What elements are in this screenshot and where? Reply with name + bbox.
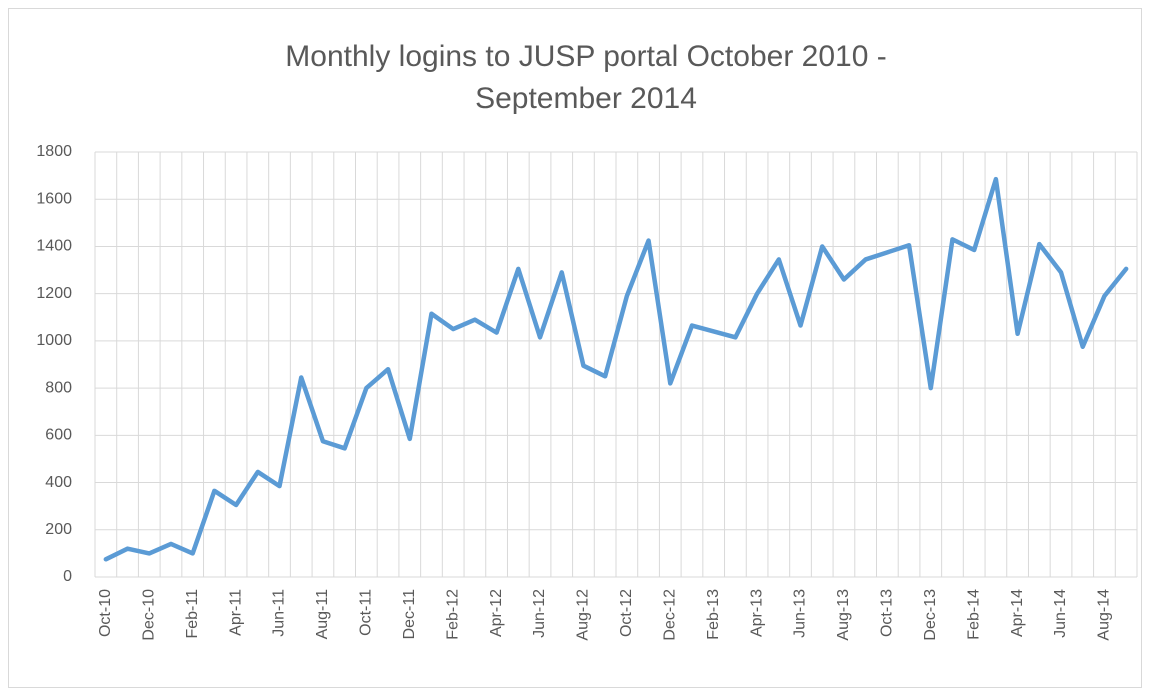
x-tick-label: Dec-13 [922, 589, 939, 641]
y-tick-label: 1000 [36, 332, 72, 349]
y-tick-label: 800 [45, 379, 72, 396]
y-tick-label: 600 [45, 427, 72, 444]
x-tick-label: Jun-12 [531, 589, 548, 638]
y-tick-label: 1400 [36, 238, 72, 255]
x-tick-label: Aug-11 [314, 589, 331, 640]
x-tick-label: Feb-12 [444, 589, 461, 640]
x-tick-label: Oct-10 [97, 589, 114, 637]
x-tick-label: Apr-11 [227, 589, 244, 636]
x-tick-label: Jun-14 [1052, 589, 1069, 638]
x-tick-label: Feb-13 [705, 589, 722, 640]
y-tick-label: 200 [45, 521, 72, 538]
y-tick-label: 1200 [36, 285, 72, 302]
x-tick-label: Apr-12 [488, 589, 505, 637]
x-tick-label: Aug-14 [1096, 589, 1113, 641]
x-tick-label: Apr-13 [748, 589, 765, 637]
y-tick-label: 1800 [36, 143, 72, 160]
x-tick-label: Oct-12 [618, 589, 635, 637]
x-tick-label: Oct-13 [879, 589, 896, 637]
x-tick-label: Jun-13 [792, 589, 809, 638]
x-tick-label: Dec-10 [140, 589, 157, 641]
y-tick-label: 1600 [36, 190, 72, 207]
x-tick-label: Aug-13 [835, 589, 852, 641]
x-tick-label: Apr-14 [1009, 589, 1026, 637]
chart-title: Monthly logins to JUSP portal October 20… [285, 40, 887, 115]
data-line [103, 176, 1129, 562]
x-tick-label: Dec-11 [401, 589, 418, 639]
y-tick-label: 0 [63, 568, 72, 585]
x-tick-label: Feb-14 [965, 589, 982, 640]
x-tick-label: Feb-11 [184, 589, 201, 639]
x-tick-label: Aug-12 [575, 589, 592, 641]
x-tick-label: Oct-11 [358, 589, 375, 636]
x-tick-label: Jun-11 [271, 589, 288, 637]
y-tick-label: 400 [45, 474, 72, 491]
x-tick-label: Dec-12 [661, 589, 678, 641]
